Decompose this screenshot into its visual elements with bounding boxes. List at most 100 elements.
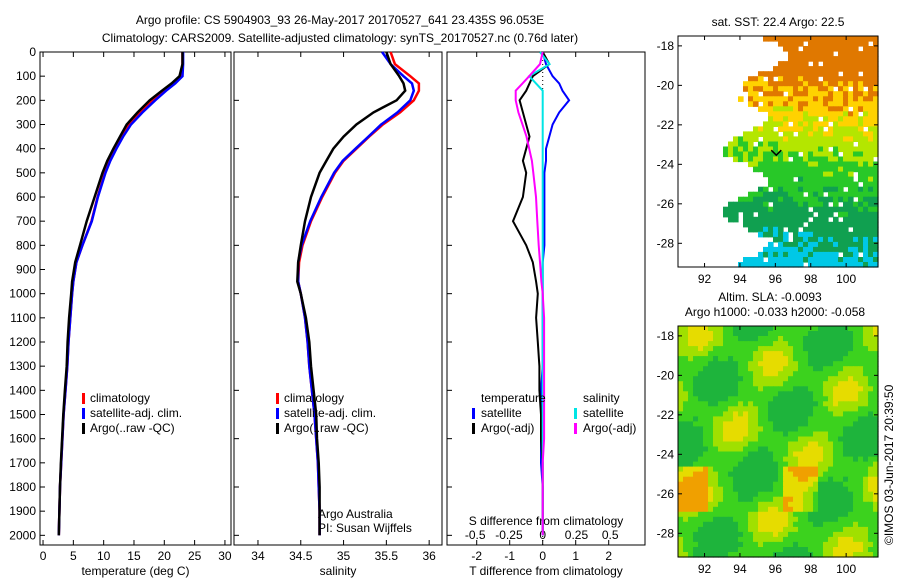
map-cell (793, 41, 799, 47)
map-cell (808, 516, 814, 523)
map-cell (858, 246, 864, 253)
map-cell (828, 516, 834, 523)
map-cell (873, 141, 879, 148)
map-cell (798, 446, 804, 453)
map-cell (793, 171, 799, 178)
map-cell (678, 386, 684, 392)
map-cell (693, 506, 699, 513)
map-cell (688, 486, 694, 493)
legend-label: satellite-adj. clim. (284, 406, 376, 420)
map-cell (848, 411, 854, 417)
map-cell (853, 436, 859, 443)
map-cell (783, 531, 789, 538)
map-cell (843, 211, 849, 218)
map-cell (873, 396, 879, 402)
map-cell (808, 66, 814, 72)
map-cell (823, 41, 829, 47)
map-cell (818, 111, 824, 117)
map-cell (738, 401, 744, 407)
map-cell (718, 516, 724, 523)
map-cell (873, 171, 879, 178)
map-cell (768, 262, 774, 268)
map-cell (678, 356, 684, 362)
map-cell (833, 536, 839, 543)
map-cell (743, 381, 749, 387)
map-cell (813, 331, 819, 337)
map-cell (728, 541, 734, 548)
map-cell (803, 536, 809, 543)
map-cell (833, 441, 839, 448)
map-cell (833, 371, 839, 377)
map-cell (858, 51, 864, 57)
map-cell (803, 96, 809, 102)
map-cell (853, 111, 859, 117)
x-tick-label: 92 (698, 272, 712, 286)
map-cell (783, 456, 789, 463)
map-cell (858, 106, 864, 112)
map-cell (708, 326, 714, 332)
map-cell (778, 36, 784, 42)
map-cell (808, 166, 814, 173)
map-cell (853, 351, 859, 357)
map-cell (738, 262, 744, 268)
map-cell (713, 411, 719, 417)
map-cell (703, 406, 709, 412)
map-cell (738, 506, 744, 513)
map-cell (828, 486, 834, 493)
map-cell (838, 346, 844, 352)
map-cell (863, 171, 869, 178)
map-cell (863, 426, 869, 432)
map-cell (753, 326, 759, 332)
map-cell (723, 526, 729, 533)
map-cell (788, 466, 794, 473)
map-cell (848, 396, 854, 402)
map-cell (823, 496, 829, 503)
map-cell (803, 236, 809, 243)
map-cell (783, 156, 789, 163)
map-cell (813, 466, 819, 473)
map-cell (748, 366, 754, 372)
series-climatology (57, 52, 184, 536)
map-cell (868, 156, 874, 163)
map-cell (848, 401, 854, 407)
map-cell (698, 552, 704, 558)
map-cell (768, 401, 774, 407)
map-cell (778, 231, 784, 238)
map-cell (863, 136, 869, 142)
map-cell (818, 136, 824, 142)
map-cell (698, 501, 704, 508)
map-cell (728, 211, 734, 218)
map-cell (783, 231, 789, 238)
map-cell (838, 486, 844, 493)
map-cell (818, 371, 824, 377)
map-cell (823, 421, 829, 427)
map-cell (788, 346, 794, 352)
map-cell (838, 76, 844, 82)
map-cell (758, 106, 764, 112)
map-cell (803, 251, 809, 258)
map-cell (838, 381, 844, 387)
map-cell (808, 91, 814, 97)
map-cell (778, 526, 784, 533)
map-cell (748, 226, 754, 233)
map-cell (798, 111, 804, 117)
map-cell (823, 431, 829, 438)
map-cell (793, 111, 799, 117)
x-tick-label: 1 (572, 549, 579, 563)
map-cell (873, 406, 879, 412)
map-cell (793, 141, 799, 148)
map-cell (868, 381, 874, 387)
map-cell (858, 391, 864, 397)
map-cell (828, 436, 834, 443)
map-cell (783, 486, 789, 493)
map-cell (778, 396, 784, 402)
map-cell (708, 552, 714, 558)
map-cell (763, 166, 769, 173)
map-cell (693, 476, 699, 483)
map-cell (733, 531, 739, 538)
map-cell (783, 411, 789, 417)
x2-tick-label: 0.5 (602, 528, 619, 542)
map-cell (863, 376, 869, 382)
map-cell (813, 76, 819, 82)
map-cell (778, 151, 784, 158)
